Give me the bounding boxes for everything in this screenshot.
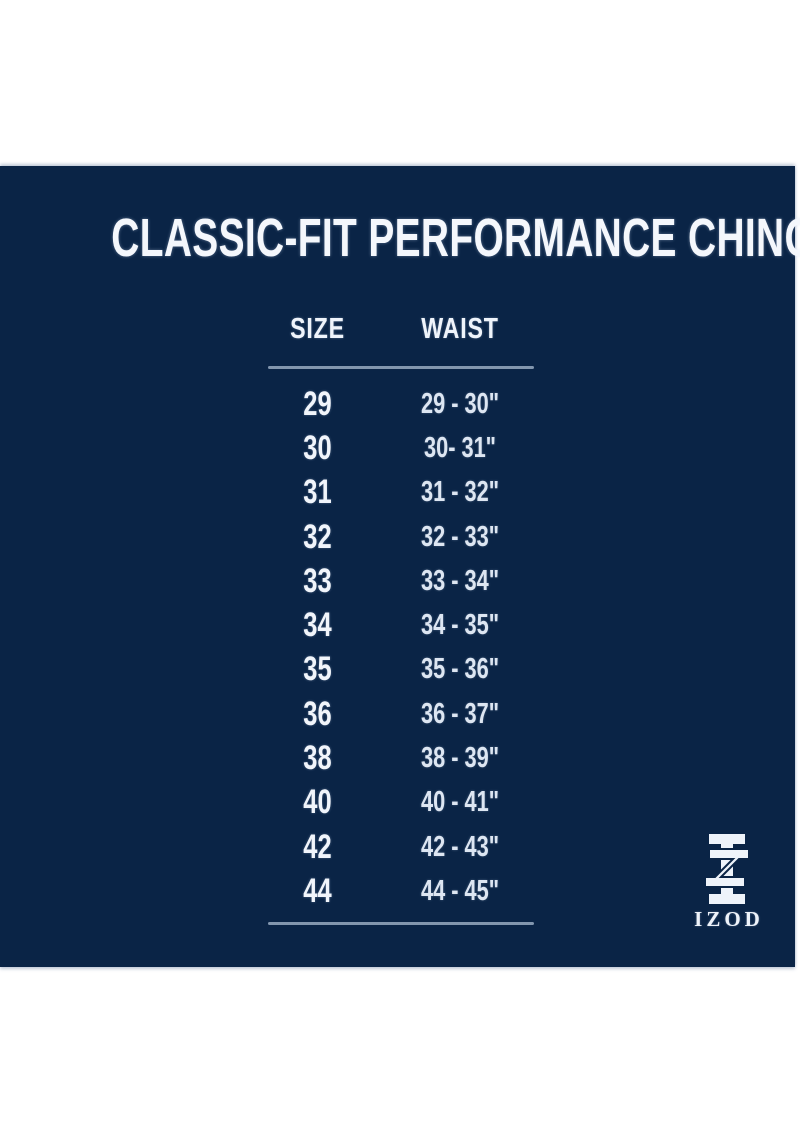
waist-cell: 29 - 30" <box>420 387 500 420</box>
waist-cell: 38 - 39" <box>420 742 500 775</box>
waist-cell: 44 - 45" <box>420 874 500 907</box>
waist-cell: 33 - 34" <box>420 564 500 597</box>
waist-cell: 40 - 41" <box>420 786 500 819</box>
waist-cell: 30- 31" <box>424 431 496 464</box>
waist-cell: 36 - 37" <box>420 697 500 730</box>
table-row: 33 33 - 34" <box>250 559 535 603</box>
table-row: 36 36 - 37" <box>250 692 535 736</box>
table-row: 42 42 - 43" <box>250 825 535 869</box>
column-header-waist: WAIST <box>421 313 499 345</box>
size-chart-panel: CLASSIC-FIT PERFORMANCE CHINO SIZE WAIST… <box>0 166 800 967</box>
size-cell: 44 <box>303 871 332 910</box>
header-rule <box>268 366 534 369</box>
size-cell: 30 <box>303 428 332 467</box>
table-row: 34 34 - 35" <box>250 603 535 647</box>
table-row: 38 38 - 39" <box>250 736 535 780</box>
table-row: 40 40 - 41" <box>250 781 535 825</box>
size-cell: 40 <box>303 783 332 822</box>
table-row: 32 32 - 33" <box>250 515 535 559</box>
waist-cell: 35 - 36" <box>420 653 500 686</box>
waist-cell: 31 - 32" <box>420 476 500 509</box>
size-cell: 36 <box>303 694 332 733</box>
izod-logo: IZOD <box>682 834 772 932</box>
table-row: 30 30- 31" <box>250 426 535 470</box>
size-cell: 38 <box>303 739 332 778</box>
size-cell: 42 <box>303 827 332 866</box>
waist-cell: 34 - 35" <box>420 609 500 642</box>
table-row: 31 31 - 32" <box>250 471 535 515</box>
size-cell: 31 <box>303 473 332 512</box>
table-row: 44 44 - 45" <box>250 869 535 913</box>
izod-wordmark: IZOD <box>694 907 764 931</box>
size-cell: 34 <box>303 606 332 645</box>
footer-rule <box>268 922 534 925</box>
size-cell: 33 <box>303 561 332 600</box>
column-header-size: SIZE <box>290 313 345 345</box>
size-cell: 32 <box>303 517 332 556</box>
table-header-row: SIZE WAIST <box>250 313 535 346</box>
waist-cell: 42 - 43" <box>420 830 500 863</box>
table-row: 35 35 - 36" <box>250 648 535 692</box>
size-cell: 29 <box>303 384 332 423</box>
table-row: 29 29 - 30" <box>250 382 535 426</box>
size-cell: 35 <box>303 650 332 689</box>
izod-monogram-icon <box>704 834 750 904</box>
size-table-body: 29 29 - 30" 30 30- 31" 31 31 - 32" 32 32… <box>250 382 535 914</box>
waist-cell: 32 - 33" <box>420 520 500 553</box>
chart-title: CLASSIC-FIT PERFORMANCE CHINO <box>111 208 800 268</box>
